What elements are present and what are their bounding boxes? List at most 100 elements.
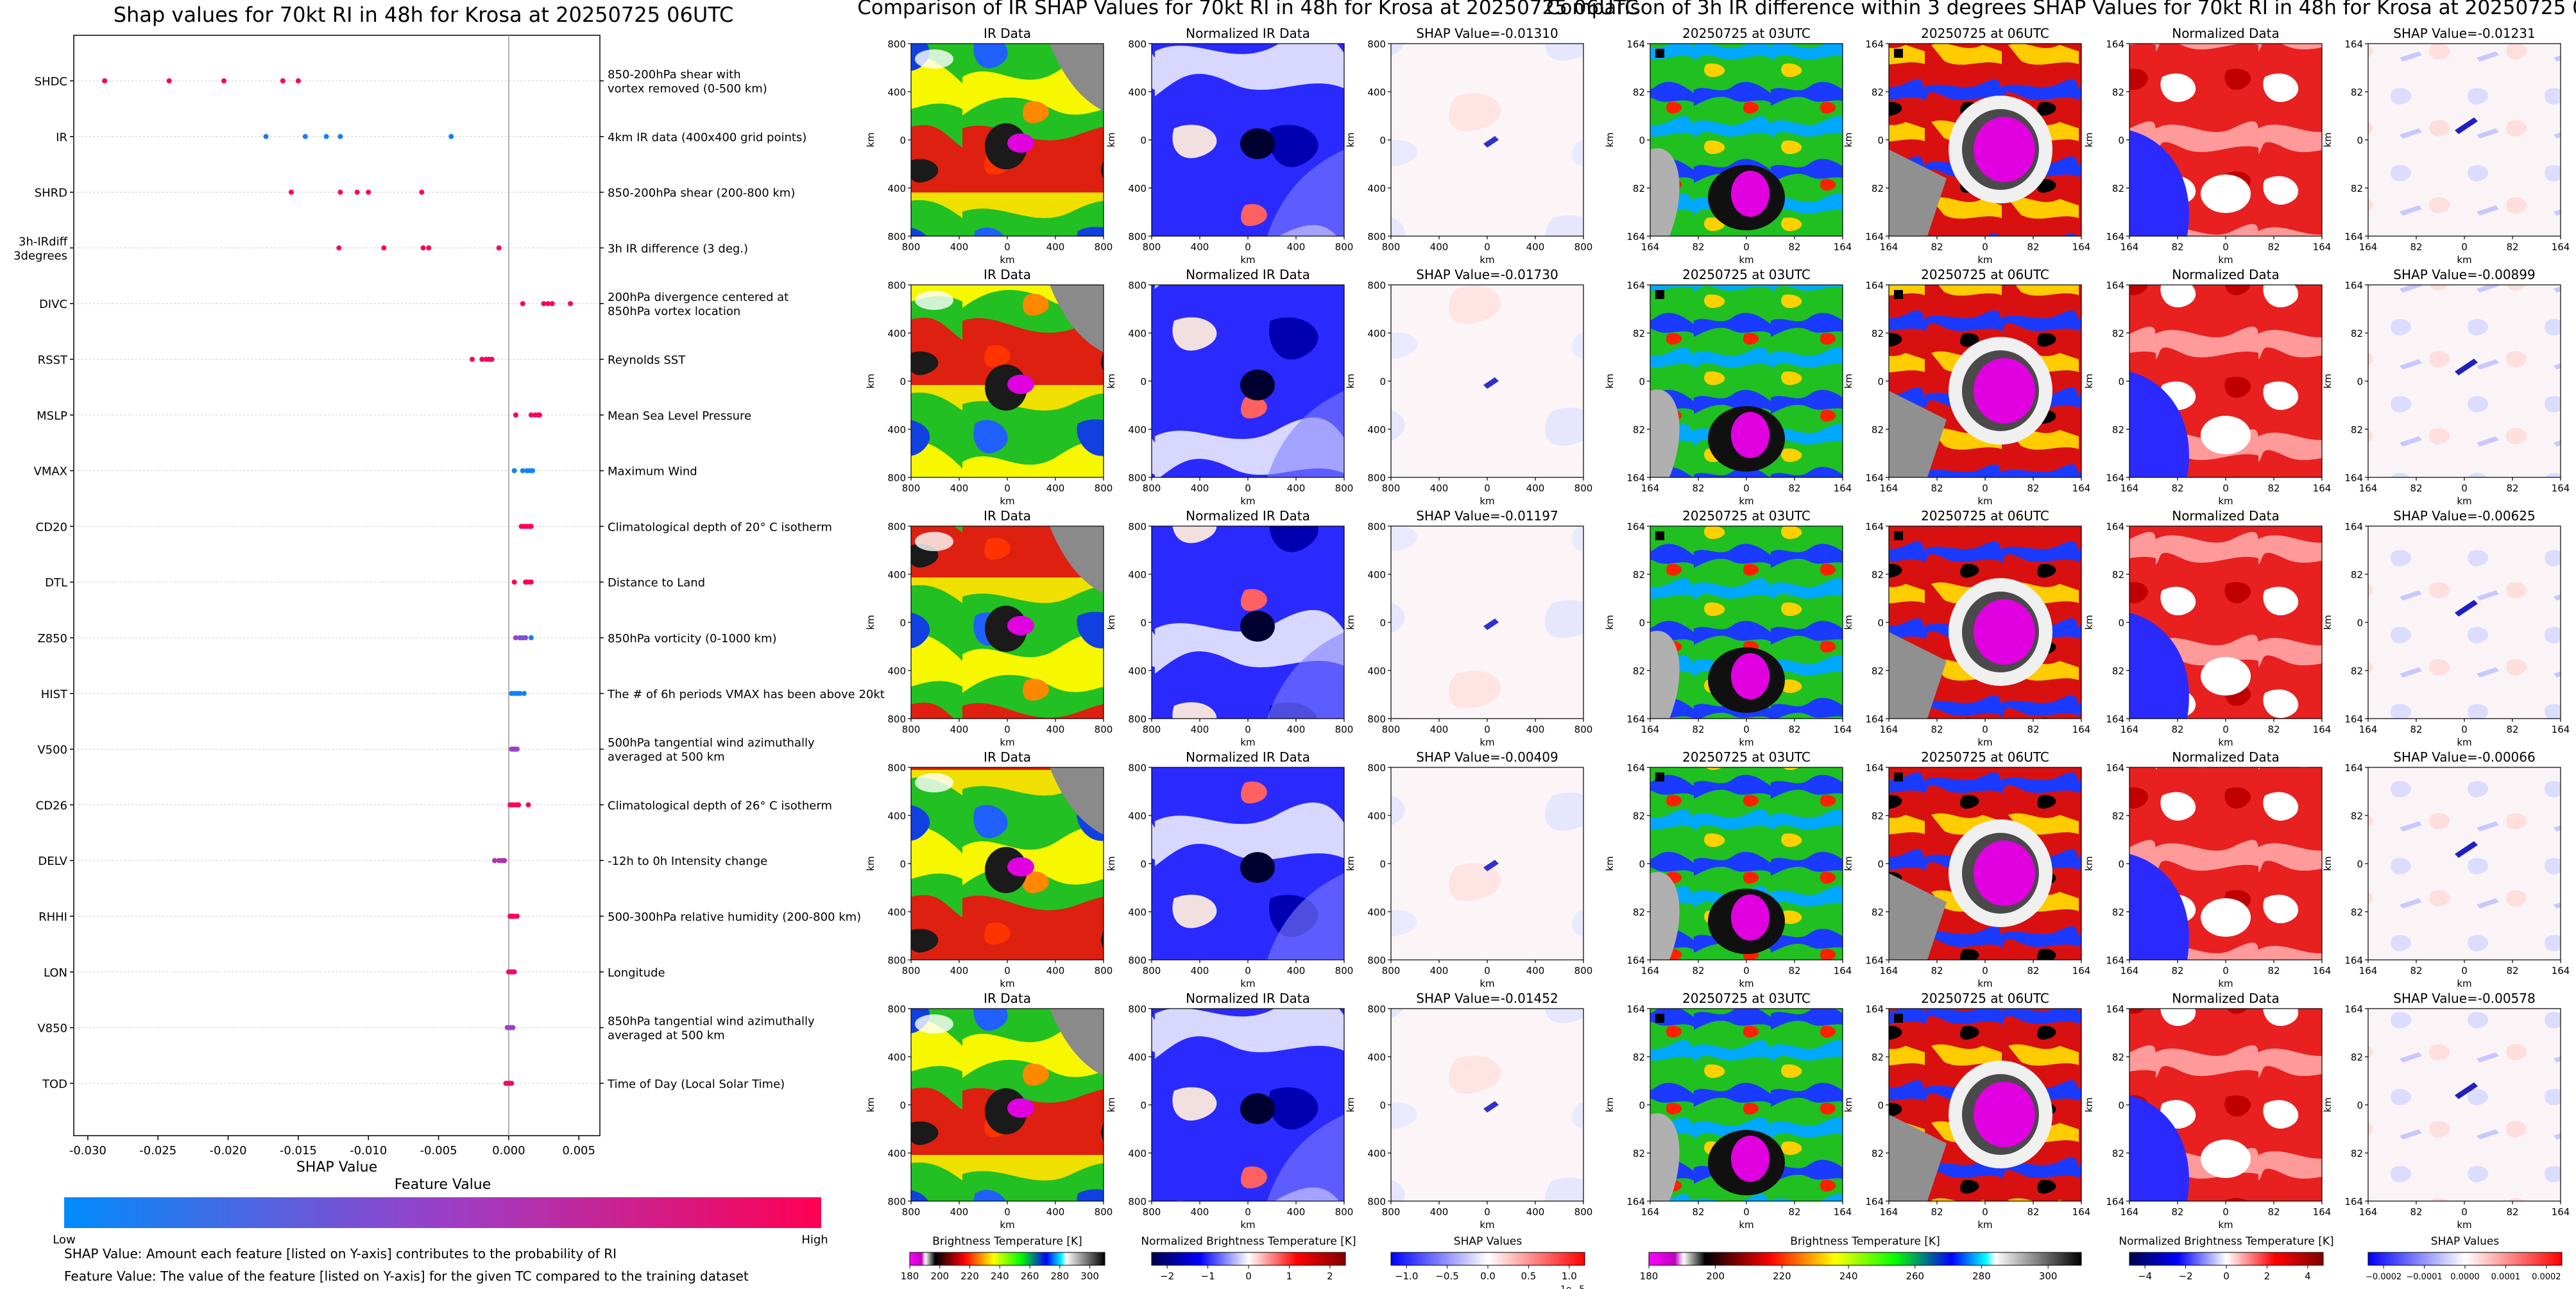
panel-xtick-label: 164	[2120, 724, 2139, 735]
panel-ytick-label: 82	[1872, 1052, 1884, 1063]
panel-ytick-label: 0	[1140, 376, 1147, 388]
panel-xlabel: km	[1000, 1219, 1014, 1231]
colorbar	[1151, 1252, 1346, 1266]
panel-ytick-label: 400	[1367, 328, 1386, 339]
panel-xtick-label: 82	[1788, 965, 1800, 977]
panel-ytick-label: 82	[1633, 424, 1645, 436]
shap-point	[280, 78, 286, 83]
shap-point	[545, 301, 551, 307]
panel-xtick-label: 0	[1743, 482, 1750, 494]
panel-xtick-label: 0	[2461, 1206, 2468, 1218]
panel-ytick-label: 164	[1865, 713, 1884, 725]
panel-xtick-label: 164	[1641, 965, 1660, 977]
panel-xtick-label: 800	[1095, 965, 1113, 977]
colorbar-tick-label: −1.0	[1395, 1270, 1418, 1282]
colorbar-tick-label: 240	[991, 1270, 1009, 1282]
panel-title: 20250725 at 03UTC	[1682, 749, 1811, 765]
normalized-cold	[2129, 130, 2189, 236]
panel-ytick-label: 0	[1639, 135, 1645, 146]
panel-xlabel: km	[1977, 1219, 1992, 1231]
panel-xtick-label: 400	[1191, 1206, 1209, 1218]
panel-ylabel: km	[1105, 373, 1117, 388]
colorbar-tick-label: 0.0	[1480, 1270, 1496, 1282]
panel-ytick-label: 0	[1639, 617, 1645, 629]
panel-ytick-label: 400	[1367, 87, 1386, 98]
panel-xtick-label: 400	[1526, 1206, 1545, 1218]
panel-title: Normalized Data	[2172, 508, 2280, 524]
panel-xlabel: km	[1240, 978, 1255, 989]
panel-xtick-label: 800	[902, 1206, 921, 1218]
panel-xtick-label: 164	[2072, 724, 2091, 735]
panel-xlabel: km	[2457, 978, 2471, 989]
feature-description: Mean Sea Level Pressure	[608, 409, 751, 423]
panel-xtick-label: 82	[2410, 724, 2422, 735]
panel-ytick-label: 400	[1367, 569, 1386, 581]
panel-xtick-label: 164	[2313, 1206, 2332, 1218]
panel-xtick-label: 164	[2072, 241, 2091, 253]
panel-ytick-label: 82	[2112, 907, 2124, 918]
feature-label: Z850	[37, 632, 67, 645]
panel-ytick-label: 82	[2112, 183, 2124, 194]
normalized-warm-spot	[2201, 1140, 2251, 1178]
normalized-core	[1240, 1093, 1275, 1124]
colorbar-tick-label: 300	[2039, 1270, 2058, 1282]
shap-point	[528, 412, 534, 418]
feature-description: Time of Day (Local Solar Time)	[607, 1077, 785, 1091]
panel-xlabel: km	[2218, 978, 2233, 989]
panel-title: SHAP Value=-0.00578	[2393, 991, 2535, 1006]
feature-label: V500	[37, 744, 67, 757]
shap-point	[502, 858, 508, 864]
shap-point	[489, 357, 495, 362]
image-panel	[1391, 1009, 1583, 1201]
panel-ytick-label: 0	[1140, 617, 1147, 629]
panel-xlabel: km	[2457, 495, 2471, 507]
panel-xtick-label: 800	[1143, 1206, 1161, 1218]
panel-ytick-label: 164	[2106, 280, 2124, 291]
storm-core	[1731, 1136, 1770, 1182]
land-gray	[1650, 872, 1680, 960]
panel-xtick-label: 800	[1382, 724, 1401, 735]
shap-point	[521, 690, 527, 696]
panel-ytick-label: 400	[1128, 907, 1147, 918]
panel-ytick-label: 800	[887, 1196, 906, 1208]
panel-ytick-label: 400	[1128, 183, 1147, 194]
feature-description: 3h IR difference (3 deg.)	[608, 242, 748, 255]
panel-ytick-label: 164	[2344, 955, 2363, 966]
panel-xtick-label: 0	[2222, 482, 2229, 494]
normalized-cold	[2129, 1095, 2189, 1201]
panel-ylabel: km	[1604, 373, 1616, 388]
normalized-warm-spot	[2201, 898, 2251, 937]
panel-title: SHAP Value=-0.00066	[2393, 749, 2535, 765]
panel-ylabel: km	[2083, 1097, 2095, 1112]
panel-xtick-label: 800	[1335, 241, 1354, 253]
panel-ytick-label: 800	[1367, 1196, 1386, 1208]
panel-xlabel: km	[1000, 495, 1014, 507]
colorbar-label: Normalized Brightness Temperature [K]	[1141, 1235, 1356, 1248]
panel-xtick-label: 164	[2359, 241, 2378, 253]
panel-ytick-label: 164	[1865, 762, 1884, 774]
feature-description: averaged at 500 km	[608, 751, 725, 764]
panel-xtick-label: 400	[1526, 965, 1545, 977]
shap-point	[496, 245, 502, 251]
panel-ytick-label: 800	[1367, 231, 1386, 243]
panel-ytick-label: 164	[2344, 1196, 2363, 1208]
panel-xlabel: km	[1480, 737, 1494, 748]
normalized-band	[1267, 1114, 1344, 1201]
feature-description: Distance to Land	[608, 576, 705, 590]
panel-xtick-label: 82	[2506, 482, 2518, 494]
shap-streak	[1483, 1101, 1499, 1113]
panel-xtick-label: 400	[1191, 241, 1209, 253]
panel-ytick-label: 800	[1128, 955, 1147, 966]
panel-ytick-label: 164	[1626, 38, 1645, 50]
colorbar-tick-label: 0	[1245, 1270, 1252, 1282]
feature-description: 850hPa vorticity (0-1000 km)	[608, 632, 777, 645]
panel-xtick-label: 400	[1046, 1206, 1065, 1218]
land-gray	[1650, 631, 1680, 719]
panel-ytick-label: 800	[1128, 231, 1147, 243]
panel-ytick-label: 800	[1367, 713, 1386, 725]
panel-ylabel: km	[1105, 132, 1117, 147]
panel-xtick-label: 82	[2410, 1206, 2422, 1218]
panel-ytick-label: 164	[1865, 231, 1884, 243]
panel-ytick-label: 0	[1379, 858, 1386, 870]
land-gray	[1889, 391, 1947, 477]
